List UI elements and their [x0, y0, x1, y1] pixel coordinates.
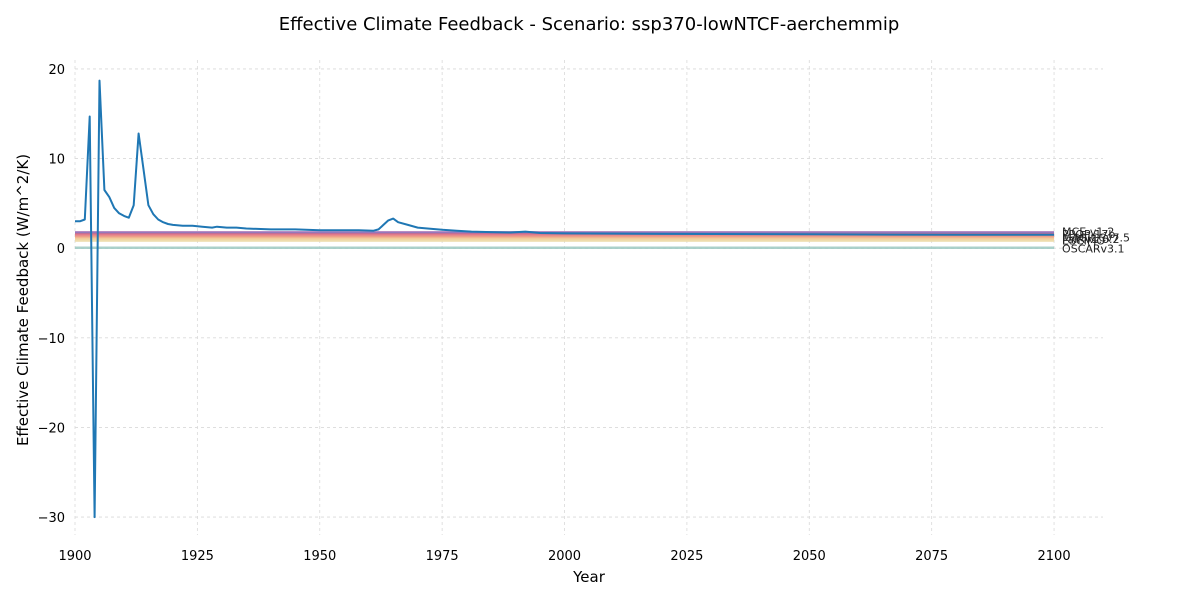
x-tick-label: 2050 [793, 549, 826, 564]
x-tick-label: 2075 [915, 549, 948, 564]
main-series-line [75, 79, 1054, 519]
x-tick-label: 2100 [1038, 549, 1071, 564]
y-tick-label: −20 [38, 421, 65, 436]
y-tick-label: 10 [48, 153, 65, 168]
x-tick-label: 1975 [426, 549, 459, 564]
y-axis-label: Effective Climate Feedback (W/m^2/K) [14, 154, 32, 446]
y-tick-label: 20 [48, 63, 65, 78]
series-end-label: MAGICCv7.5 [1062, 231, 1130, 244]
y-tick-label: −10 [38, 332, 65, 347]
x-tick-label: 1950 [303, 549, 336, 564]
grid [74, 60, 1103, 535]
chart-title: Effective Climate Feedback - Scenario: s… [279, 14, 900, 35]
series-end-label: OSCARv3.1 [1062, 243, 1125, 256]
series-end-label: MCE-v1-2 [1062, 226, 1114, 239]
series-end-label: PPOP-17b [1062, 228, 1115, 241]
y-tick-label: 0 [57, 242, 65, 257]
x-tick-label: 2000 [548, 549, 581, 564]
x-tick-label: 1900 [58, 549, 91, 564]
series-end-label: ESCIMO [1062, 235, 1105, 248]
axes: 1900 1925 1950 1975 2000 2025 2050 2075 2100 20 10… [38, 63, 1071, 564]
x-axis-label: Year [572, 568, 606, 586]
x-tick-label: 1925 [181, 549, 214, 564]
x-tick-label: 2025 [670, 549, 703, 564]
y-tick-label: −30 [38, 511, 65, 526]
plot-area: MCE-v1-2PPOP-17bMAGICCv7.5FaIRv1.6.2ESCI… [75, 79, 1130, 519]
series-end-label: FaIRv1.6.2 [1062, 233, 1119, 246]
